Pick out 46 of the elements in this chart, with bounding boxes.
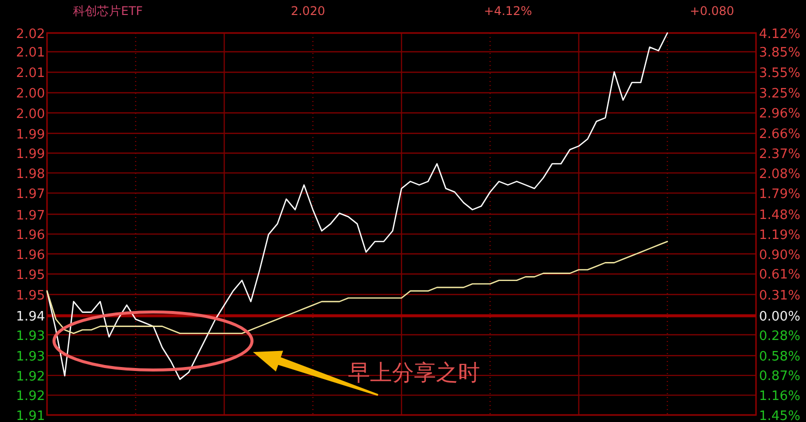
annotation: 早上分享之时	[348, 361, 480, 386]
y-tick-label: 1.97	[16, 187, 45, 202]
y-tick-label: 1.93	[16, 350, 45, 365]
y-tick-label: 1.97	[16, 208, 45, 224]
text: 2.020	[290, 4, 326, 18]
y2-tick-label: 2.08%	[759, 166, 800, 182]
y2-tick-label: 2.96%	[759, 106, 800, 122]
y-tick-label: 1.96	[16, 248, 45, 263]
y-tick-label: 2.01	[16, 46, 45, 61]
y2-tick-label: 0.31%	[759, 288, 800, 304]
y2-tick-label: 0.28%	[759, 328, 800, 344]
y-tick-label: 1.91	[16, 409, 45, 422]
y2-tick-label: 0.58%	[759, 349, 800, 364]
y2-tick-label: 0.00%	[759, 310, 800, 325]
y-tick-label: 1.98	[16, 166, 45, 182]
y-tick-label: 1.95	[16, 268, 45, 284]
y-tick-label: 1.95	[16, 288, 45, 304]
line-series	[46, 240, 668, 334]
y2-tick-label: 2.66%	[759, 127, 800, 142]
y-tick-label: 1.92	[16, 369, 45, 384]
y2-tick-label: 4.12%	[759, 27, 800, 42]
y-tick-label: 2.01	[16, 66, 45, 82]
y-tick-label: 1.96	[16, 228, 45, 244]
y2-tick-label: 3.25%	[759, 86, 800, 102]
y-tick-label: 1.93	[16, 328, 45, 344]
y2-tick-label: 3.85%	[759, 46, 800, 61]
y-tick-label: 2.00	[16, 86, 45, 102]
y2-tick-label: 0.87%	[759, 369, 800, 384]
y2-tick-label: 0.90%	[759, 248, 800, 263]
y2-tick-label: 0.61%	[759, 268, 800, 283]
chart-title: 科创芯片ETF	[73, 4, 143, 18]
y2-tick-label: 1.45%	[759, 409, 800, 422]
y-tick-label: 1.94	[16, 310, 45, 325]
y2-tick-label: 3.55%	[759, 66, 800, 82]
text: +4.12%	[484, 4, 532, 18]
y2-tick-label: 1.19%	[759, 228, 800, 243]
y-tick-label: 1.99	[16, 147, 45, 162]
y2-tick-label: 1.79%	[759, 186, 800, 202]
y-tick-label: 2.00	[16, 106, 45, 122]
text: +0.080	[690, 4, 734, 18]
y2-tick-label: 2.37%	[759, 147, 800, 162]
y2-tick-label: 1.16%	[759, 389, 800, 404]
y-tick-label: 2.02	[16, 27, 45, 42]
y2-tick-label: 1.48%	[759, 208, 800, 224]
y-tick-label: 1.99	[16, 127, 45, 142]
y-tick-label: 1.92	[16, 389, 45, 404]
